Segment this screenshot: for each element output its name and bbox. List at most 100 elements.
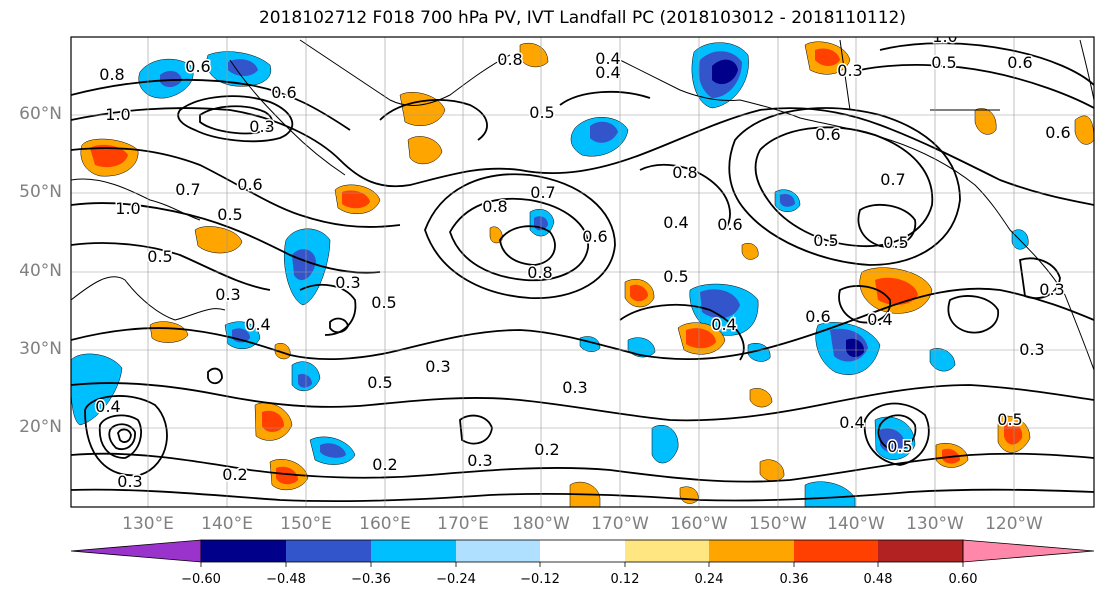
contour-label: 0.8: [527, 263, 552, 282]
contour-label: 0.6: [237, 175, 262, 194]
contour-label: 0.5: [883, 233, 908, 252]
shading-patch: [686, 328, 716, 349]
contour-label: 0.2: [222, 465, 247, 484]
shading-patch: [804, 481, 856, 507]
shading-patch: [298, 374, 312, 388]
contour-label: 0.6: [1007, 53, 1032, 72]
contour-label: 0.7: [530, 183, 555, 202]
contour-label: 0.3: [215, 285, 240, 304]
lon-label: 180°W: [512, 514, 570, 534]
lon-label: 160°E: [359, 514, 411, 534]
lon-label: 150°W: [749, 514, 807, 534]
contour-label: 0.6: [1045, 123, 1070, 142]
lat-label: 60°N: [19, 104, 62, 124]
lon-label: 150°E: [280, 514, 332, 534]
colorbar-tick-label: −0.12: [520, 572, 560, 587]
contour-label: 0.3: [837, 61, 862, 80]
contour-label: 0.3: [1039, 280, 1064, 299]
contour-label: 0.3: [249, 117, 274, 136]
lon-label: 140°E: [201, 514, 253, 534]
shading-patch: [228, 59, 258, 76]
colorbar-tick-label: −0.60: [181, 572, 221, 587]
lat-label: 50°N: [19, 182, 62, 202]
shading-patch: [846, 338, 865, 358]
shading-patch: [590, 121, 618, 143]
map-border: [70, 36, 1095, 508]
colorbar-tick-label: 0.48: [863, 572, 893, 587]
shading-patch: [741, 242, 759, 260]
colorbar-tick-label: 0.36: [779, 572, 809, 587]
contour-label: 0.3: [425, 357, 450, 376]
shading-patch: [780, 194, 795, 207]
lon-label: 170°W: [591, 514, 649, 534]
shading-patch: [747, 342, 771, 362]
contour-label: 0.6: [717, 215, 742, 234]
colorbar-tick-label: −0.48: [266, 572, 306, 587]
shading-patch: [875, 277, 918, 305]
colorbar-segment: [878, 540, 963, 562]
colorbar-segment: [794, 540, 878, 562]
contour-label: 0.7: [175, 180, 200, 199]
contour-labels: 1.0 0.8 0.6 0.3 0.6 0.7 0.5 1.0 0.6 0.5 0.3 0.3 0.5 0…: [94, 27, 1072, 493]
lon-label: 130°E: [122, 514, 174, 534]
contour-label: 0.3: [562, 378, 587, 397]
shading-patch: [262, 410, 284, 432]
lat-label: 40°N: [19, 261, 62, 281]
colorbar-segment: [540, 540, 625, 562]
contour-label: 0.8: [482, 197, 507, 216]
colorbar-segment: [286, 540, 371, 562]
shading-patch: [71, 353, 123, 426]
lon-label: 170°E: [437, 514, 489, 534]
colorbar-tick-label: −0.24: [436, 572, 476, 587]
colorbar-segment: [625, 540, 709, 562]
contour-label: 1.0: [105, 105, 130, 124]
colorbar-tick-label: 0.12: [610, 572, 640, 587]
contour-label: 0.3: [1019, 340, 1044, 359]
shading-patch: [149, 321, 189, 343]
colorbar-segment: [371, 540, 456, 562]
shading-patch: [194, 226, 243, 254]
shading-patch: [292, 249, 316, 281]
contour-label: 0.3: [335, 273, 360, 292]
shading-patch: [1004, 420, 1023, 445]
shading-patch: [320, 443, 346, 458]
contour-label: 0.5: [931, 53, 956, 72]
contour-label: 0.8: [672, 163, 697, 182]
contour-label: 0.8: [99, 65, 124, 84]
contour-label: 0.7: [880, 170, 905, 189]
shading-patch: [160, 70, 182, 88]
contour-label: 0.2: [372, 455, 397, 474]
contour-label: 0.4: [95, 397, 120, 416]
shading-patch: [90, 144, 128, 168]
contour-label: 0.6: [815, 125, 840, 144]
colorbar-tick-label: 0.60: [948, 572, 978, 587]
contour-label: 0.3: [117, 472, 142, 491]
contour-label: 0.5: [147, 247, 172, 266]
lon-label: 140°W: [827, 514, 885, 534]
contour-label: 0.4: [245, 315, 270, 334]
contour-label: 0.5: [887, 437, 912, 456]
shading-patch: [407, 136, 443, 165]
lon-label: 160°W: [670, 514, 728, 534]
contour-label: 0.6: [271, 83, 296, 102]
colorbar-extend-low: [70, 539, 202, 563]
contour-label: 0.4: [595, 63, 620, 82]
contour-label: 0.5: [367, 373, 392, 392]
shading-patch: [712, 59, 738, 85]
contour-label: 1.0: [115, 199, 140, 218]
graticule: [71, 37, 1094, 507]
lat-label: 30°N: [19, 339, 62, 359]
contour-label: 0.2: [534, 440, 559, 459]
shading-patch: [489, 226, 503, 244]
shading-patch: [651, 424, 679, 464]
shading-patch: [276, 466, 298, 485]
contour-label: 0.5: [997, 410, 1022, 429]
contour-label: 0.4: [867, 310, 892, 329]
lon-label: 120°W: [985, 514, 1043, 534]
contour-label: 1.0: [932, 27, 957, 46]
contour-label: 0.8: [497, 50, 522, 69]
shading-layer: [71, 41, 1094, 507]
contour-label: 0.5: [217, 205, 242, 224]
lat-label: 20°N: [19, 417, 62, 437]
